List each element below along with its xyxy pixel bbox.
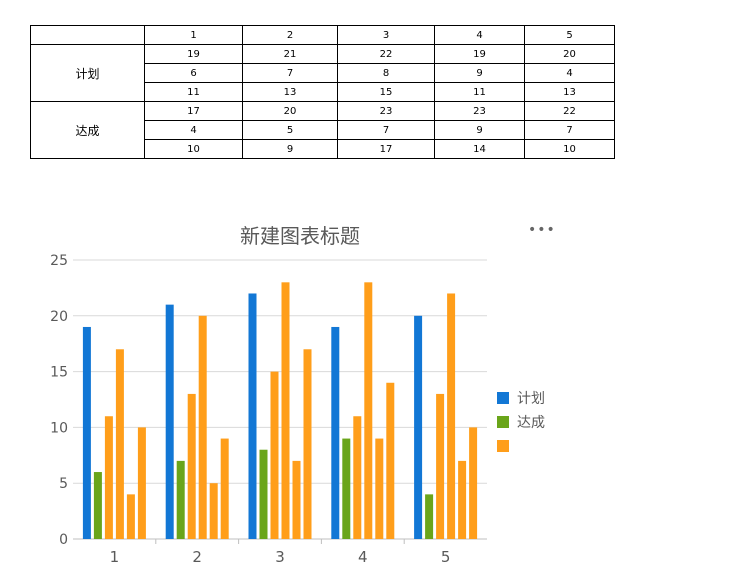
x-tick-label: 1 bbox=[110, 548, 120, 566]
table-row: 达成 17 20 23 23 22 bbox=[30, 101, 615, 159]
table-row: 计划 19 21 22 19 20 bbox=[30, 44, 615, 102]
bar bbox=[353, 416, 362, 539]
bar bbox=[93, 472, 102, 539]
bar bbox=[82, 326, 91, 539]
bar bbox=[303, 349, 312, 539]
x-tick-label: 2 bbox=[192, 548, 202, 566]
bar bbox=[458, 460, 467, 539]
bar bbox=[176, 460, 185, 539]
bar bbox=[115, 349, 124, 539]
table-cell: 17 bbox=[337, 139, 435, 159]
bar bbox=[447, 293, 456, 539]
table-cell: 9 bbox=[242, 139, 338, 159]
bar bbox=[436, 393, 445, 539]
table-cell: 10 bbox=[524, 139, 615, 159]
bar bbox=[375, 438, 384, 539]
y-tick-label: 0 bbox=[59, 532, 68, 548]
legend-swatch bbox=[497, 440, 509, 452]
table-row: 10 9 17 14 10 bbox=[31, 139, 615, 159]
y-tick-label: 5 bbox=[59, 476, 68, 492]
bar bbox=[259, 449, 268, 539]
bar bbox=[198, 315, 207, 539]
bar bbox=[331, 326, 340, 539]
table-row: 11 13 15 11 13 bbox=[31, 82, 615, 102]
table-cell: 10 bbox=[144, 139, 243, 159]
more-options-icon[interactable]: ••• bbox=[528, 222, 556, 238]
y-tick-label: 15 bbox=[50, 365, 68, 381]
legend-swatch bbox=[497, 416, 509, 428]
bar bbox=[104, 416, 113, 539]
bar bbox=[126, 494, 135, 539]
bar bbox=[469, 427, 478, 539]
bar bbox=[414, 315, 423, 539]
data-table: 1 2 3 4 5 计划 19 21 22 19 20 6 7 8 9 4 11 13 15 11 13 达成 17 20 23… bbox=[30, 25, 615, 159]
bar bbox=[386, 382, 395, 539]
bar bbox=[209, 483, 218, 539]
y-tick-label: 20 bbox=[50, 309, 68, 325]
legend-swatch bbox=[497, 392, 509, 404]
y-tick-label: 25 bbox=[50, 253, 68, 269]
bar bbox=[292, 460, 301, 539]
chart-legend: 计划 达成 bbox=[497, 386, 545, 458]
x-tick-label: 4 bbox=[358, 548, 368, 566]
legend-label: 达成 bbox=[517, 415, 545, 431]
legend-item-unnamed bbox=[497, 434, 545, 458]
y-tick-label: 10 bbox=[50, 420, 68, 436]
chart-title: 新建图表标题 bbox=[240, 224, 360, 248]
x-tick-label: 5 bbox=[441, 548, 451, 566]
bar bbox=[342, 438, 351, 539]
x-tick-label: 3 bbox=[275, 548, 285, 566]
bar bbox=[364, 282, 373, 539]
bar bbox=[137, 427, 146, 539]
table-group-label: 达成 bbox=[30, 101, 145, 159]
bar bbox=[165, 304, 174, 539]
legend-item-plan: 计划 bbox=[497, 386, 545, 410]
bar bbox=[281, 282, 290, 539]
bar bbox=[187, 393, 196, 539]
bar bbox=[220, 438, 229, 539]
bar bbox=[270, 371, 279, 539]
legend-label: 计划 bbox=[517, 391, 545, 407]
bar bbox=[248, 293, 257, 539]
legend-item-achieved: 达成 bbox=[497, 410, 545, 434]
bar bbox=[425, 494, 434, 539]
